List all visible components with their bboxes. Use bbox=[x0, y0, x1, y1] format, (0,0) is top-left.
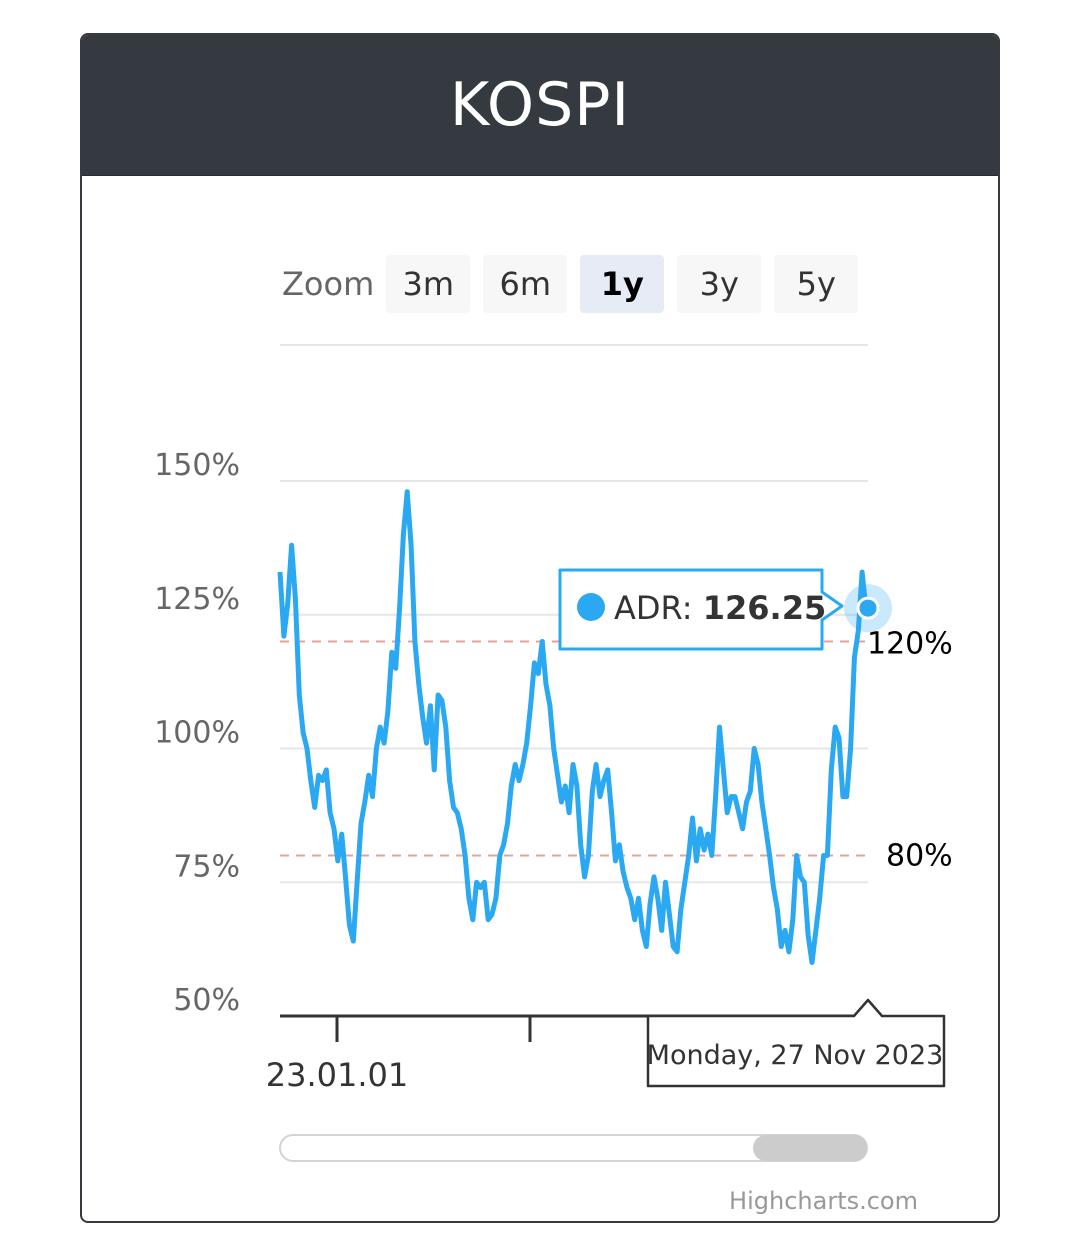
plot-band-label-80: 80% bbox=[886, 839, 953, 874]
zoom-5y-button[interactable]: 5y bbox=[774, 255, 859, 313]
zoom-1y-button[interactable]: 1y bbox=[580, 255, 665, 313]
scrollbar-thumb[interactable] bbox=[753, 1135, 867, 1161]
zoom-selector: Zoom 3m 6m 1y 3y 5y bbox=[282, 255, 871, 313]
zoom-6m-button[interactable]: 6m bbox=[483, 255, 568, 313]
series-tooltip-box bbox=[558, 568, 844, 651]
y-tick-label-100: 100% bbox=[154, 716, 240, 751]
date-tooltip-box bbox=[646, 998, 946, 1088]
hover-point bbox=[856, 596, 880, 620]
zoom-3y-button[interactable]: 3y bbox=[677, 255, 762, 313]
tooltip-text: ADR: 126.25 bbox=[614, 589, 826, 627]
tooltip-series-name: ADR: bbox=[614, 589, 703, 627]
credits-link[interactable]: Highcharts.com bbox=[729, 1187, 918, 1215]
series-line-adr bbox=[277, 489, 869, 965]
card-header: KOSPI bbox=[82, 35, 998, 176]
plot-band-label-120: 120% bbox=[867, 627, 953, 662]
tooltip-series-dot bbox=[577, 593, 605, 621]
date-tooltip-text: Monday, 27 Nov 2023 bbox=[647, 1040, 944, 1071]
chart-card: KOSPI Zoom 3m 6m 1y 3y 5y Highcharts.com bbox=[80, 33, 1000, 1223]
zoom-label: Zoom bbox=[282, 265, 375, 303]
y-tick-label-50: 50% bbox=[173, 983, 240, 1018]
zoom-3m-button[interactable]: 3m bbox=[386, 255, 471, 313]
tooltip-value: 126.25 bbox=[703, 589, 826, 627]
y-tick-label-125: 125% bbox=[154, 582, 240, 617]
page-title: KOSPI bbox=[449, 70, 631, 140]
y-tick-label-75: 75% bbox=[173, 849, 240, 884]
y-tick-label-150: 150% bbox=[154, 448, 240, 483]
x-tick-label-0: 23.01.01 bbox=[266, 1056, 409, 1094]
